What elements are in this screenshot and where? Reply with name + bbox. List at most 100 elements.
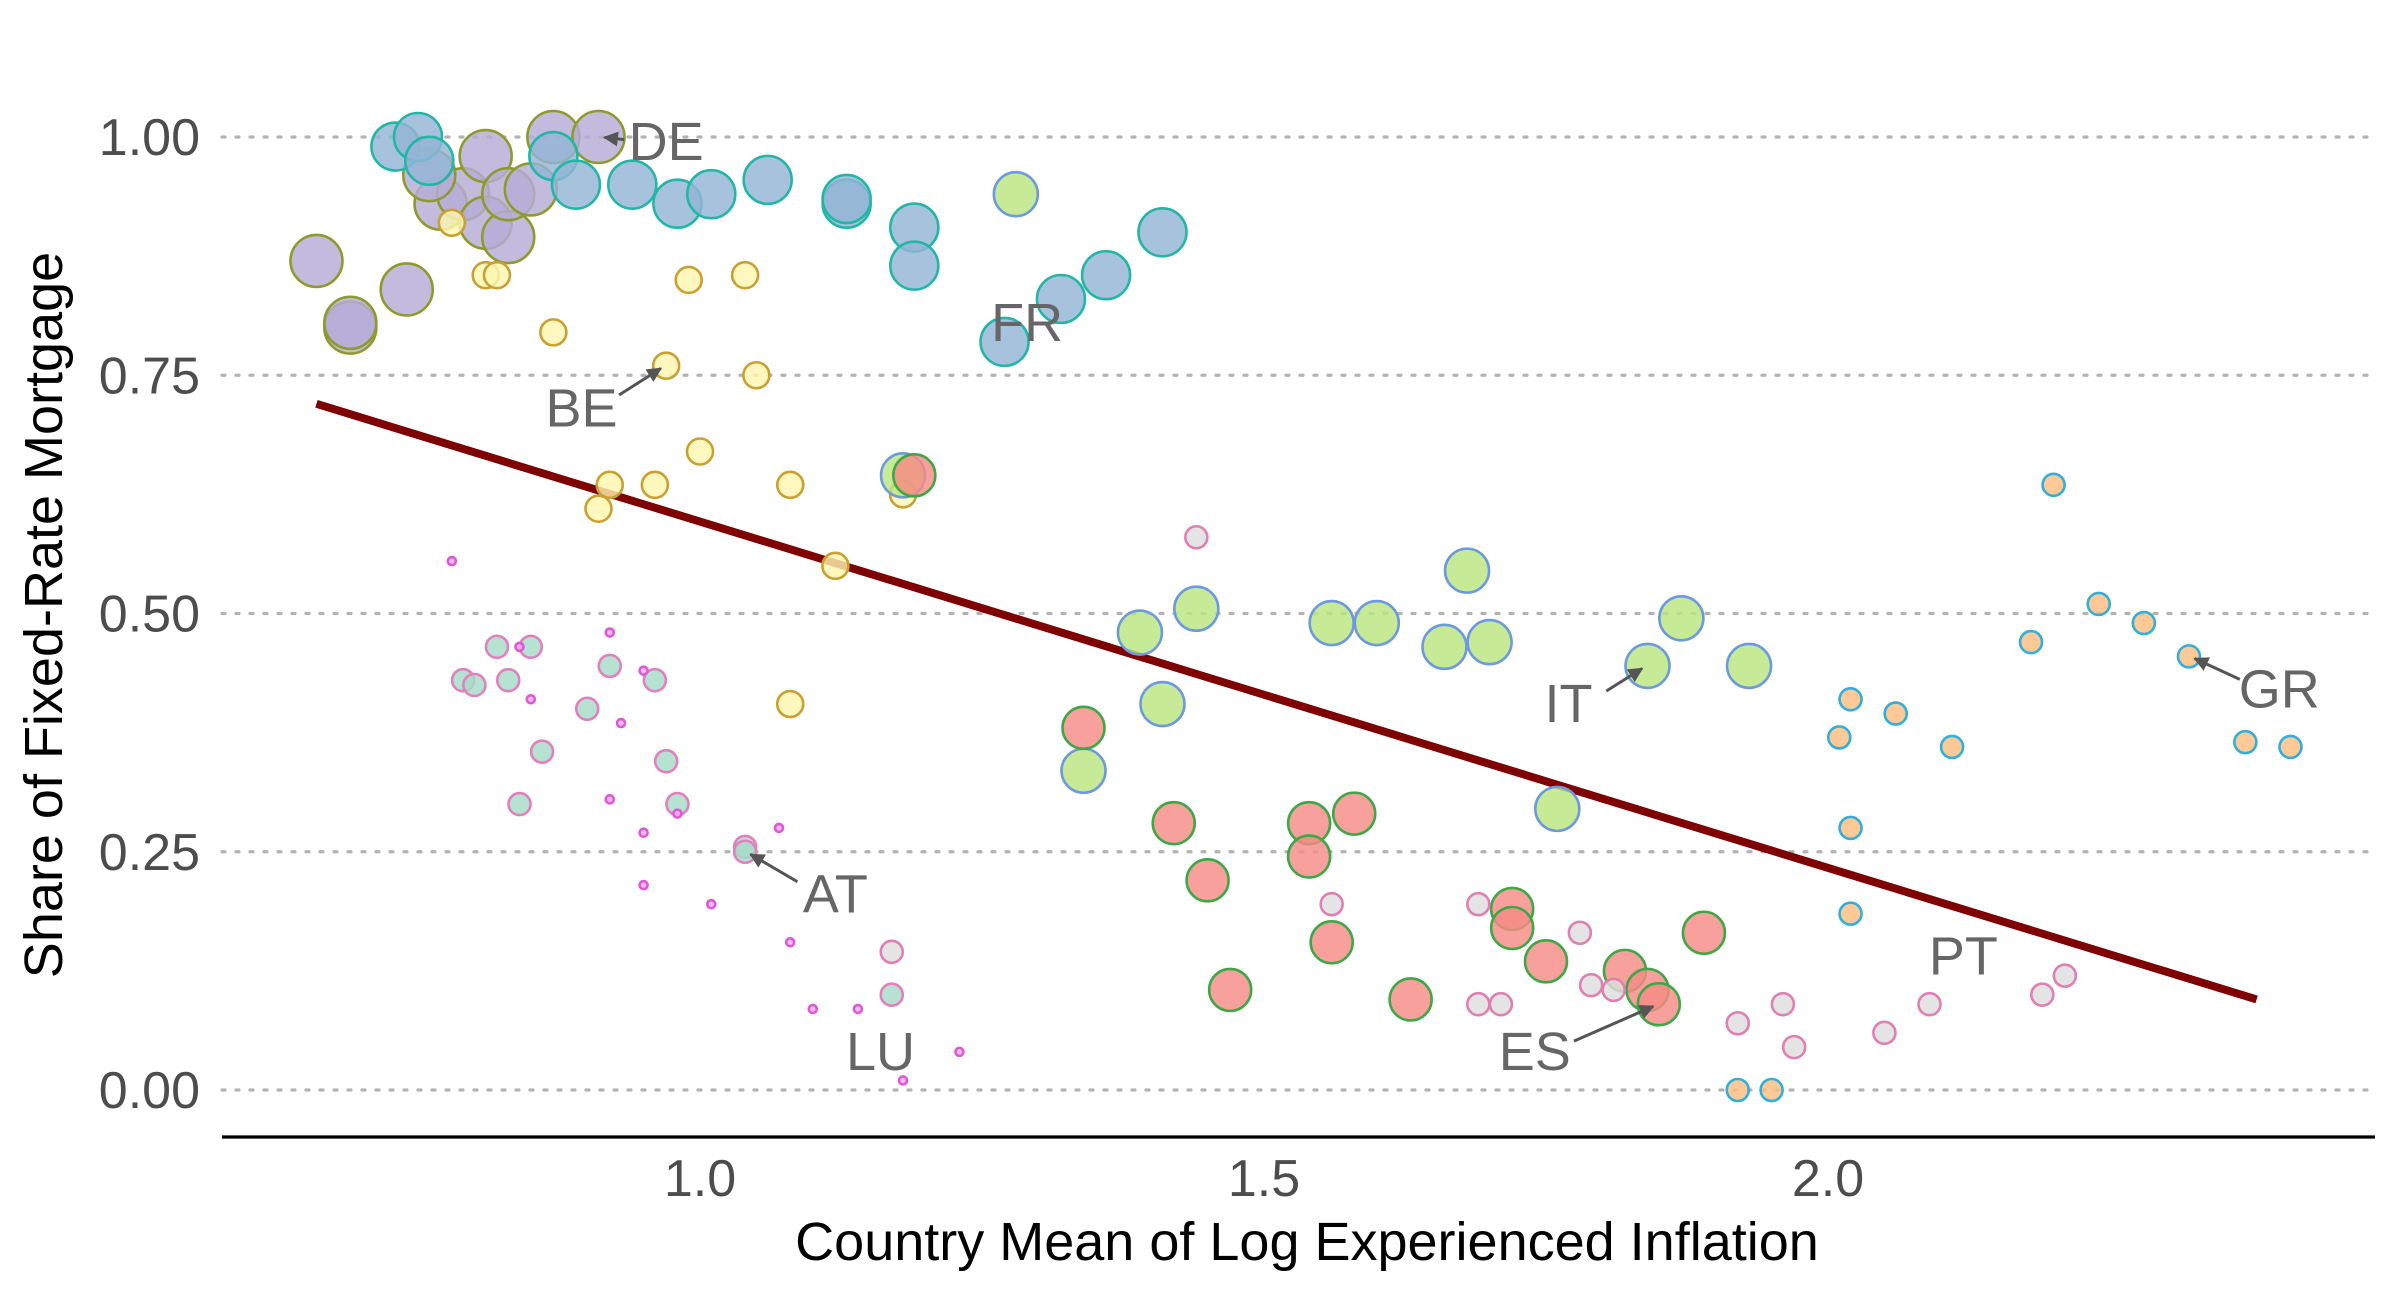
data-point (889, 240, 940, 291)
data-point (821, 551, 850, 581)
data-point (1151, 800, 1197, 846)
data-point (289, 233, 344, 289)
data-point (1353, 599, 1401, 647)
data-point (525, 693, 537, 705)
data-point (642, 667, 668, 693)
data-point (1184, 524, 1209, 550)
data-point (1872, 1020, 1897, 1046)
data-point (1308, 599, 1355, 647)
x-axis-title: Country Mean of Log Experienced Inflatio… (795, 1212, 1819, 1272)
data-point (597, 653, 623, 679)
data-point (1116, 609, 1164, 656)
country-label: GR (2239, 660, 2320, 720)
data-point (1309, 919, 1354, 965)
data-points (289, 109, 2303, 1103)
data-point (672, 808, 683, 819)
annotation-arrow (618, 367, 663, 397)
data-point (446, 555, 458, 567)
data-point (1725, 1010, 1751, 1036)
y-tick-label: 0.50 (99, 586, 200, 644)
data-point (1725, 642, 1773, 690)
data-point (2176, 644, 2202, 669)
data-point (979, 316, 1030, 368)
data-point (1466, 618, 1513, 666)
data-point (2041, 472, 2066, 498)
annotation-arrow (1605, 667, 1644, 693)
data-point (1883, 701, 1908, 726)
data-point (1173, 585, 1220, 633)
data-point (1567, 920, 1593, 946)
data-point (638, 665, 649, 676)
data-point (604, 627, 616, 638)
data-point (1725, 1077, 1751, 1103)
data-point (784, 936, 796, 948)
data-point (651, 351, 681, 381)
data-point (852, 1003, 864, 1015)
data-point (584, 494, 613, 523)
data-point (685, 168, 737, 220)
data-point (323, 295, 378, 351)
data-point (775, 689, 805, 719)
data-point (879, 939, 905, 965)
y-tick-label: 0.75 (99, 347, 200, 405)
fit-line (315, 400, 2258, 1004)
data-point (1759, 1077, 1784, 1103)
data-point (775, 470, 805, 500)
x-tick-label: 1.0 (664, 1150, 736, 1208)
data-point (1917, 991, 1942, 1017)
data-point (638, 827, 649, 838)
data-point (1838, 901, 1863, 926)
axes: 0.00 0.25 0.50 0.75 1.00 1.0 1.5 2.0 (99, 109, 2375, 1208)
data-point (1388, 977, 1433, 1022)
annotation-arrow (2193, 657, 2241, 681)
data-point (2131, 610, 2157, 636)
data-point (539, 318, 568, 347)
country-label: PT (1929, 927, 1998, 987)
data-point (1578, 972, 1604, 998)
data-point (1331, 791, 1377, 836)
data-point (1185, 858, 1230, 903)
data-point (879, 982, 905, 1008)
data-point (462, 672, 487, 698)
data-point (821, 173, 872, 225)
country-label: AT (803, 865, 868, 925)
country-label: FR (991, 293, 1063, 353)
data-point (2278, 734, 2303, 760)
gridlines (220, 135, 2377, 1092)
data-point (705, 898, 717, 910)
data-point (1533, 785, 1581, 833)
data-point (495, 667, 521, 693)
data-point (1658, 594, 1705, 642)
data-point (954, 1046, 965, 1058)
data-point (1207, 967, 1253, 1013)
data-point (1466, 991, 1491, 1017)
fit-line-layer (315, 400, 2258, 1004)
data-point (1488, 991, 1514, 1017)
annotation-arrow (749, 853, 799, 884)
data-point (1601, 977, 1626, 1003)
country-label: DE (629, 112, 704, 172)
data-point (2030, 982, 2055, 1008)
x-tick-label: 2.0 (1792, 1150, 1864, 1208)
data-point (897, 1075, 909, 1086)
country-label: BE (546, 379, 618, 439)
data-point (571, 109, 626, 165)
data-point (1035, 273, 1087, 325)
y-tick-label: 0.25 (99, 824, 200, 882)
data-point (1060, 747, 1107, 795)
data-point (529, 739, 555, 764)
data-point (773, 822, 785, 834)
y-axis-title: Share of Fixed-Rate Mortgage (14, 252, 74, 978)
data-point (1137, 207, 1188, 258)
data-point (2086, 591, 2112, 617)
country-annotations: DE FR BE IT GR AT PT ES LU (546, 112, 2320, 1082)
data-point (742, 360, 771, 390)
data-point (2052, 963, 2078, 988)
data-point (1624, 642, 1671, 690)
data-point (1681, 910, 1727, 956)
data-point (1080, 249, 1132, 301)
data-point (1286, 834, 1332, 879)
data-point (1826, 725, 1852, 750)
data-point (2233, 729, 2258, 755)
